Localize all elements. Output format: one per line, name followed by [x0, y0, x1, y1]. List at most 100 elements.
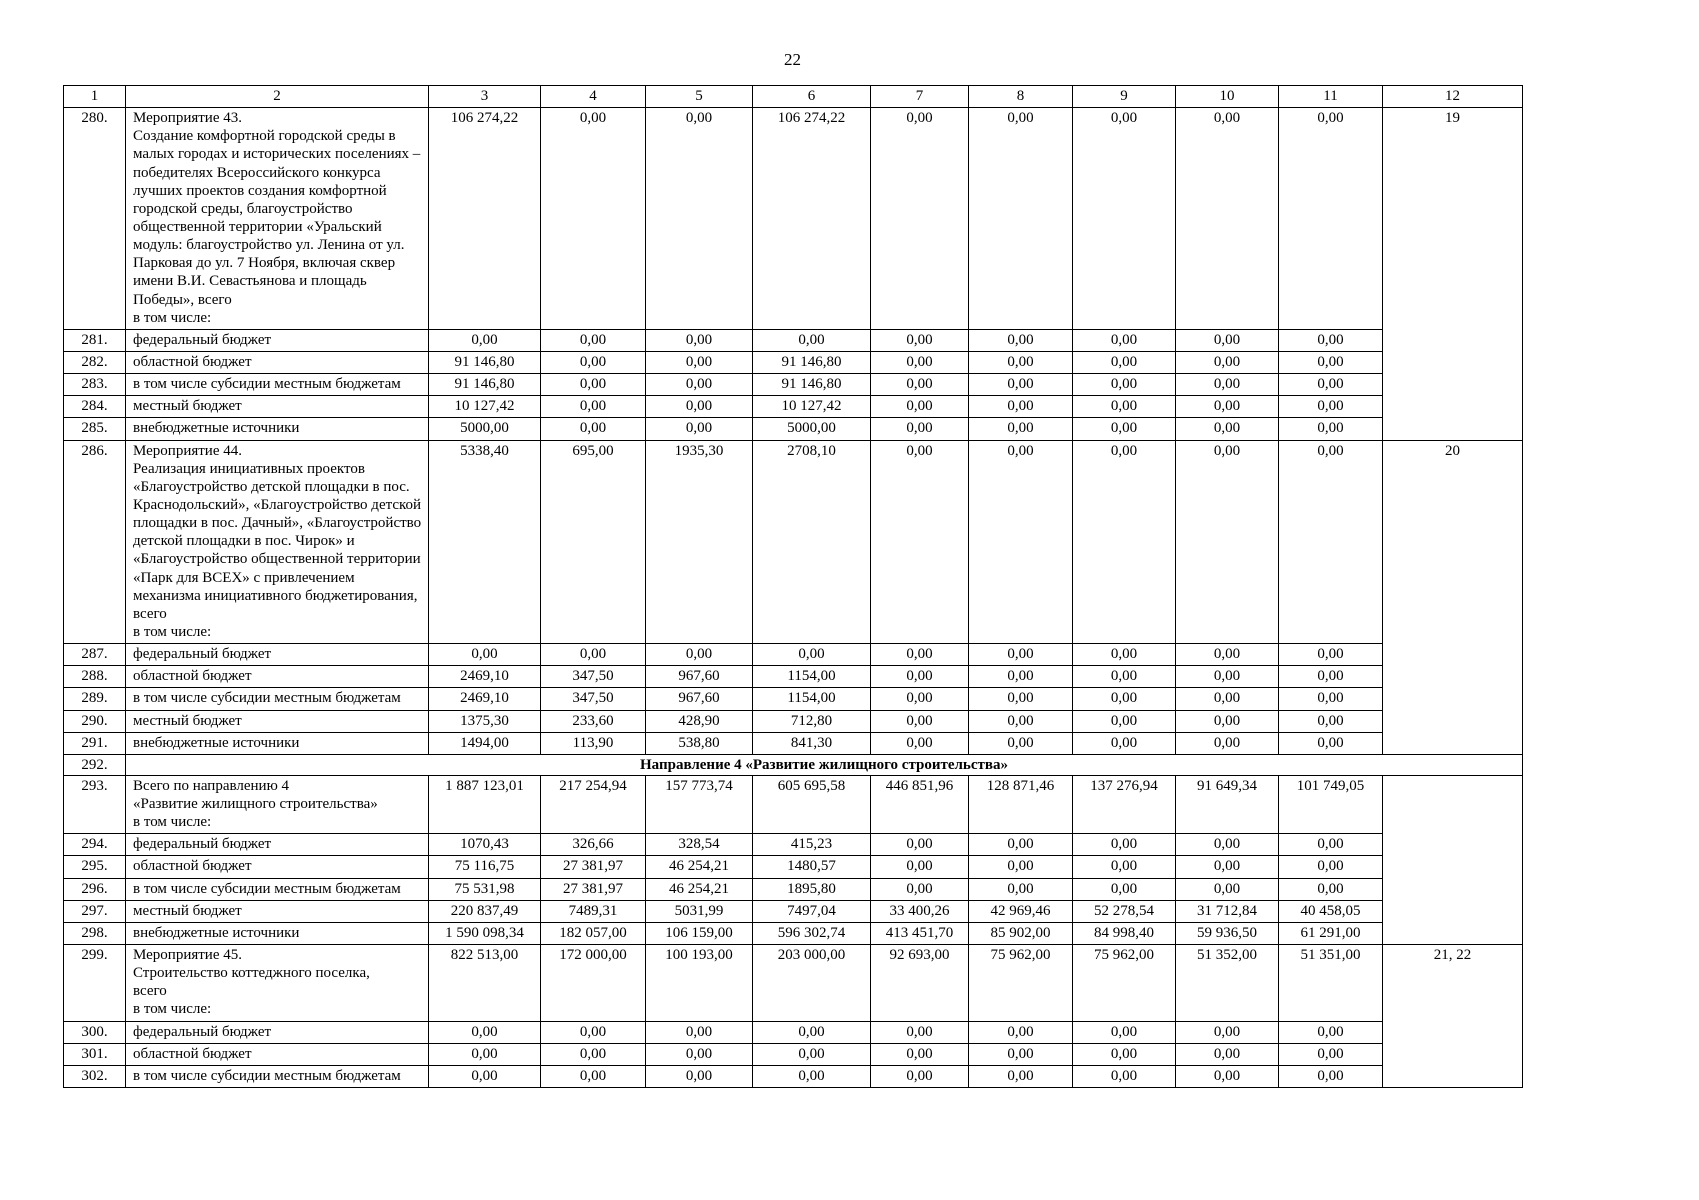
- value-cell: 0,00: [968, 855, 1073, 879]
- header-cell: 1: [63, 84, 126, 109]
- value-cell: 0,00: [870, 373, 969, 397]
- value-cell: 0,00: [1278, 107, 1383, 330]
- header-cell: 10: [1175, 84, 1279, 109]
- value-cell: 46 254,21: [645, 855, 753, 879]
- value-cell: 2469,10: [428, 665, 541, 689]
- row-number-cell: 281.: [63, 328, 126, 352]
- value-cell: 0,00: [428, 1020, 541, 1044]
- value-cell: 0,00: [645, 643, 753, 667]
- value-cell: 413 451,70: [870, 921, 969, 946]
- value-cell: 75 962,00: [1072, 944, 1176, 1022]
- value-cell: 51 351,00: [1278, 944, 1383, 1022]
- table-row: 290. местный бюджет 1375,30 233,60 428,90 712…: [63, 709, 1523, 733]
- value-cell: 0,00: [645, 328, 753, 352]
- header-cell: 6: [752, 84, 871, 109]
- value-cell: 5000,00: [752, 417, 871, 441]
- budget-table: 1 2 3 4 5 6 7 8 9 10 11 12 280. Мероприятие 43. Созда…: [63, 84, 1523, 1089]
- value-cell: 0,00: [1278, 877, 1383, 901]
- value-cell: 182 057,00: [540, 921, 646, 946]
- section-title-cell: Направление 4 «Развитие жилищного строит…: [125, 753, 1523, 776]
- value-cell: 0,00: [1175, 709, 1279, 733]
- value-cell: 0,00: [1278, 439, 1383, 645]
- value-cell: 0,00: [1278, 350, 1383, 375]
- table-row: 301. областной бюджет 0,00 0,00 0,00 0,00 0,00…: [63, 1042, 1523, 1066]
- value-cell: 0,00: [968, 643, 1073, 667]
- value-cell: 10 127,42: [428, 395, 541, 419]
- row-number-cell: 291.: [63, 731, 126, 755]
- value-cell: 0,00: [1072, 350, 1176, 375]
- row-number-cell: 297.: [63, 899, 126, 923]
- value-cell: 0,00: [428, 328, 541, 352]
- value-cell: 0,00: [1278, 1020, 1383, 1044]
- table-row: 297. местный бюджет 220 837,49 7489,31 5031,…: [63, 899, 1523, 923]
- value-cell: 0,00: [1072, 373, 1176, 397]
- value-cell: 0,00: [1175, 1064, 1279, 1089]
- value-cell: 0,00: [1072, 439, 1176, 645]
- row-label-cell: Мероприятие 43. Создание комфортной горо…: [125, 107, 429, 330]
- value-cell: 0,00: [645, 1042, 753, 1066]
- value-cell: 5031,99: [645, 899, 753, 923]
- value-cell: 0,00: [968, 1064, 1073, 1089]
- value-cell: 428,90: [645, 709, 753, 733]
- row-number-cell: 285.: [63, 417, 126, 441]
- value-cell: 0,00: [540, 1042, 646, 1066]
- value-cell: 33 400,26: [870, 899, 969, 923]
- value-cell: 106 274,22: [428, 107, 541, 330]
- value-cell: 328,54: [645, 833, 753, 857]
- value-cell: 967,60: [645, 687, 753, 711]
- value-cell: 91 146,80: [428, 373, 541, 397]
- value-cell: 822 513,00: [428, 944, 541, 1022]
- row-number-cell: 290.: [63, 709, 126, 733]
- value-cell: 0,00: [1072, 833, 1176, 857]
- value-cell: 0,00: [1072, 1064, 1176, 1089]
- value-cell: 347,50: [540, 687, 646, 711]
- table-row: 300. федеральный бюджет 0,00 0,00 0,00 0,00 0,…: [63, 1020, 1523, 1044]
- value-cell: 0,00: [1072, 877, 1176, 901]
- value-cell: 0,00: [1278, 1064, 1383, 1089]
- value-cell: 0,00: [752, 328, 871, 352]
- value-cell: 0,00: [870, 395, 969, 419]
- row-number-cell: 287.: [63, 643, 126, 667]
- value-cell: 0,00: [1278, 855, 1383, 879]
- value-cell: 0,00: [870, 1020, 969, 1044]
- table-row: 296. в том числе субсидии местным бюджета…: [63, 877, 1523, 901]
- header-cell: 12: [1382, 84, 1523, 109]
- table-row: 298. внебюджетные источники 1 590 098,34 18…: [63, 921, 1523, 946]
- value-cell: 0,00: [428, 1064, 541, 1089]
- table-row: 288. областной бюджет 2469,10 347,50 967,60 1…: [63, 665, 1523, 689]
- value-cell: 0,00: [870, 417, 969, 441]
- value-cell: 75 116,75: [428, 855, 541, 879]
- value-cell: 0,00: [540, 1064, 646, 1089]
- value-cell: 0,00: [1278, 417, 1383, 441]
- value-cell: 0,00: [540, 395, 646, 419]
- value-cell: 0,00: [1175, 439, 1279, 645]
- value-cell: 0,00: [1175, 855, 1279, 879]
- row-number-cell: 293.: [63, 774, 126, 835]
- value-cell: 0,00: [1072, 395, 1176, 419]
- row-label-cell: местный бюджет: [125, 395, 429, 419]
- table-row: 287. федеральный бюджет 0,00 0,00 0,00 0,00 0,…: [63, 643, 1523, 667]
- value-cell: 0,00: [1175, 107, 1279, 330]
- value-cell: 0,00: [1175, 643, 1279, 667]
- row-number-cell: 289.: [63, 687, 126, 711]
- row-number-cell: 295.: [63, 855, 126, 879]
- value-cell: 0,00: [1175, 687, 1279, 711]
- value-cell: 0,00: [645, 395, 753, 419]
- row-number-cell: 298.: [63, 921, 126, 946]
- value-cell: 0,00: [1072, 1042, 1176, 1066]
- value-cell: 0,00: [968, 107, 1073, 330]
- row-label-cell: федеральный бюджет: [125, 833, 429, 857]
- value-cell: 0,00: [540, 328, 646, 352]
- table-row: 284. местный бюджет 10 127,42 0,00 0,00 10 12…: [63, 395, 1523, 419]
- value-cell: 1 590 098,34: [428, 921, 541, 946]
- table-row: 294. федеральный бюджет 1070,43 326,66 328,5…: [63, 833, 1523, 857]
- value-cell: 0,00: [1072, 643, 1176, 667]
- value-cell: 0,00: [1278, 328, 1383, 352]
- value-cell: 0,00: [1072, 687, 1176, 711]
- value-cell: 0,00: [968, 1042, 1073, 1066]
- row-label-cell: в том числе субсидии местным бюджетам: [125, 687, 429, 711]
- value-cell: 967,60: [645, 665, 753, 689]
- value-cell: 0,00: [870, 833, 969, 857]
- header-cell: 3: [428, 84, 541, 109]
